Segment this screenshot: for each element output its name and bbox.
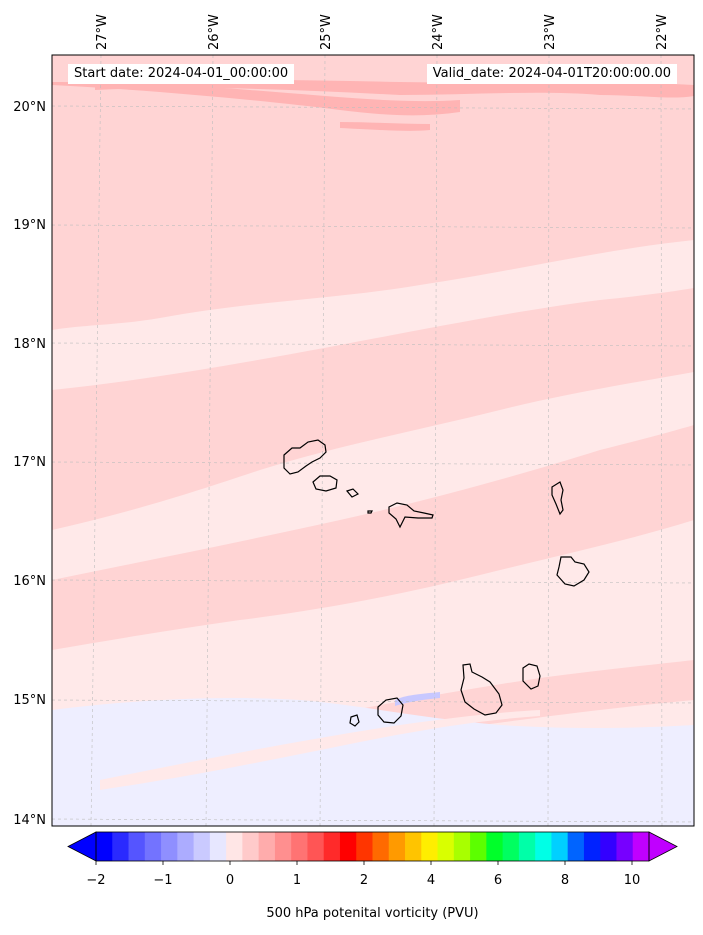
colorbar-swatch bbox=[242, 832, 260, 861]
pv-streak-top bbox=[95, 79, 694, 98]
colorbar-swatch bbox=[177, 832, 195, 861]
colorbar-tick-label: 10 bbox=[624, 873, 641, 888]
start-date-label: Start date: 2024-04-01_00:00:00 bbox=[68, 64, 295, 84]
colorbar-swatch bbox=[437, 832, 455, 861]
colorbar-swatch bbox=[112, 832, 130, 861]
lat-label: 18°N bbox=[13, 337, 46, 352]
colorbar-swatch bbox=[486, 832, 504, 861]
pv-band-mid bbox=[52, 288, 694, 530]
lon-label: 22°W bbox=[655, 14, 670, 50]
colorbar-tick-label: −1 bbox=[153, 873, 172, 888]
colorbar-swatch bbox=[388, 832, 406, 861]
colorbar-tick-label: 2 bbox=[360, 873, 368, 888]
lat-label: 20°N bbox=[13, 100, 46, 115]
colorbar-swatch bbox=[421, 832, 439, 861]
colorbar-swatch bbox=[356, 832, 373, 861]
colorbar-swatch bbox=[372, 832, 390, 861]
colorbar-frame bbox=[95, 831, 650, 862]
lon-label: 23°W bbox=[543, 14, 558, 50]
colorbar-swatch bbox=[339, 832, 357, 861]
island-santiago bbox=[460, 663, 503, 716]
island-sao-nicolau bbox=[388, 502, 434, 529]
graticule bbox=[52, 55, 694, 826]
colorbar-ticks: −2 −1 0 1 2 4 6 8 10 bbox=[86, 873, 640, 888]
longitude-labels: 27°W 26°W 25°W 24°W 23°W 22°W bbox=[95, 14, 670, 50]
pv-streak-south bbox=[100, 710, 540, 790]
pv-streak-top2 bbox=[52, 82, 460, 116]
colorbar-swatch bbox=[161, 832, 178, 861]
colorbar-tick-label: 1 bbox=[293, 873, 301, 888]
colorbar-swatch bbox=[632, 832, 650, 861]
colorbar-swatch bbox=[258, 832, 276, 861]
colorbar-tick-label: 8 bbox=[561, 873, 569, 888]
colorbar-swatch bbox=[453, 832, 471, 861]
island-sao-vicente bbox=[312, 475, 338, 492]
pv-streak-top3 bbox=[340, 122, 430, 131]
colorbar-title: 500 hPa potenital vorticity (PVU) bbox=[266, 906, 479, 921]
lat-label: 16°N bbox=[13, 574, 46, 589]
colorbar-swatch bbox=[616, 832, 634, 861]
colorbar-swatch bbox=[96, 832, 113, 861]
colorbar-tick-label: −2 bbox=[86, 873, 105, 888]
colorbar-swatch bbox=[128, 832, 146, 861]
colorbar-swatch bbox=[502, 832, 520, 861]
lat-label: 14°N bbox=[13, 813, 46, 828]
colorbar-swatch bbox=[470, 832, 487, 861]
lat-label: 15°N bbox=[13, 693, 46, 708]
colorbar-tick-label: 4 bbox=[427, 873, 435, 888]
lat-label: 17°N bbox=[13, 455, 46, 470]
island-brava bbox=[349, 714, 360, 727]
lon-label: 24°W bbox=[431, 14, 446, 50]
island-sal bbox=[551, 481, 564, 516]
colorbar-swatch bbox=[518, 832, 536, 861]
island-fogo bbox=[377, 697, 404, 724]
colorbar-swatch bbox=[291, 832, 308, 861]
colorbar-swatch bbox=[405, 832, 422, 861]
pv-band-16n bbox=[52, 425, 694, 650]
lon-label: 27°W bbox=[95, 14, 110, 50]
colorbar-swatch bbox=[209, 832, 227, 861]
valid-date-label: Valid_date: 2024-04-01T20:00:00.00 bbox=[426, 64, 677, 84]
colorbar-swatch bbox=[226, 832, 243, 861]
lon-label: 26°W bbox=[207, 14, 222, 50]
colorbar-swatch bbox=[551, 832, 569, 861]
colorbar-swatch bbox=[274, 832, 292, 861]
pv-field bbox=[52, 55, 694, 826]
colorbar-swatch bbox=[323, 832, 341, 861]
islands bbox=[283, 439, 590, 727]
pv-negative-south bbox=[52, 698, 694, 826]
colorbar-swatch bbox=[567, 832, 585, 861]
island-branco bbox=[367, 510, 373, 514]
island-santo-antao bbox=[283, 439, 327, 475]
colorbar-swatch bbox=[307, 832, 325, 861]
map-frame bbox=[51, 54, 695, 827]
colorbar-swatch bbox=[583, 832, 601, 861]
colorbar-extend-min bbox=[67, 831, 97, 862]
lon-label: 25°W bbox=[319, 14, 334, 50]
colorbar-tick-label: 0 bbox=[226, 873, 234, 888]
colorbar-swatch bbox=[193, 832, 211, 861]
colorbar-extend-max bbox=[648, 831, 678, 862]
colorbar-swatch bbox=[144, 832, 162, 861]
colorbar-tick-label: 6 bbox=[494, 873, 502, 888]
pv-blue-patch bbox=[395, 692, 440, 706]
island-maio bbox=[522, 663, 541, 690]
colorbar-swatch bbox=[535, 832, 552, 861]
colorbar bbox=[67, 831, 678, 865]
island-santa-luzia bbox=[345, 488, 360, 498]
island-boa-vista bbox=[556, 556, 590, 587]
colorbar-swatch bbox=[600, 832, 617, 861]
latitude-labels: 20°N 19°N 18°N 17°N 16°N 15°N 14°N bbox=[13, 100, 46, 828]
lat-label: 19°N bbox=[13, 218, 46, 233]
